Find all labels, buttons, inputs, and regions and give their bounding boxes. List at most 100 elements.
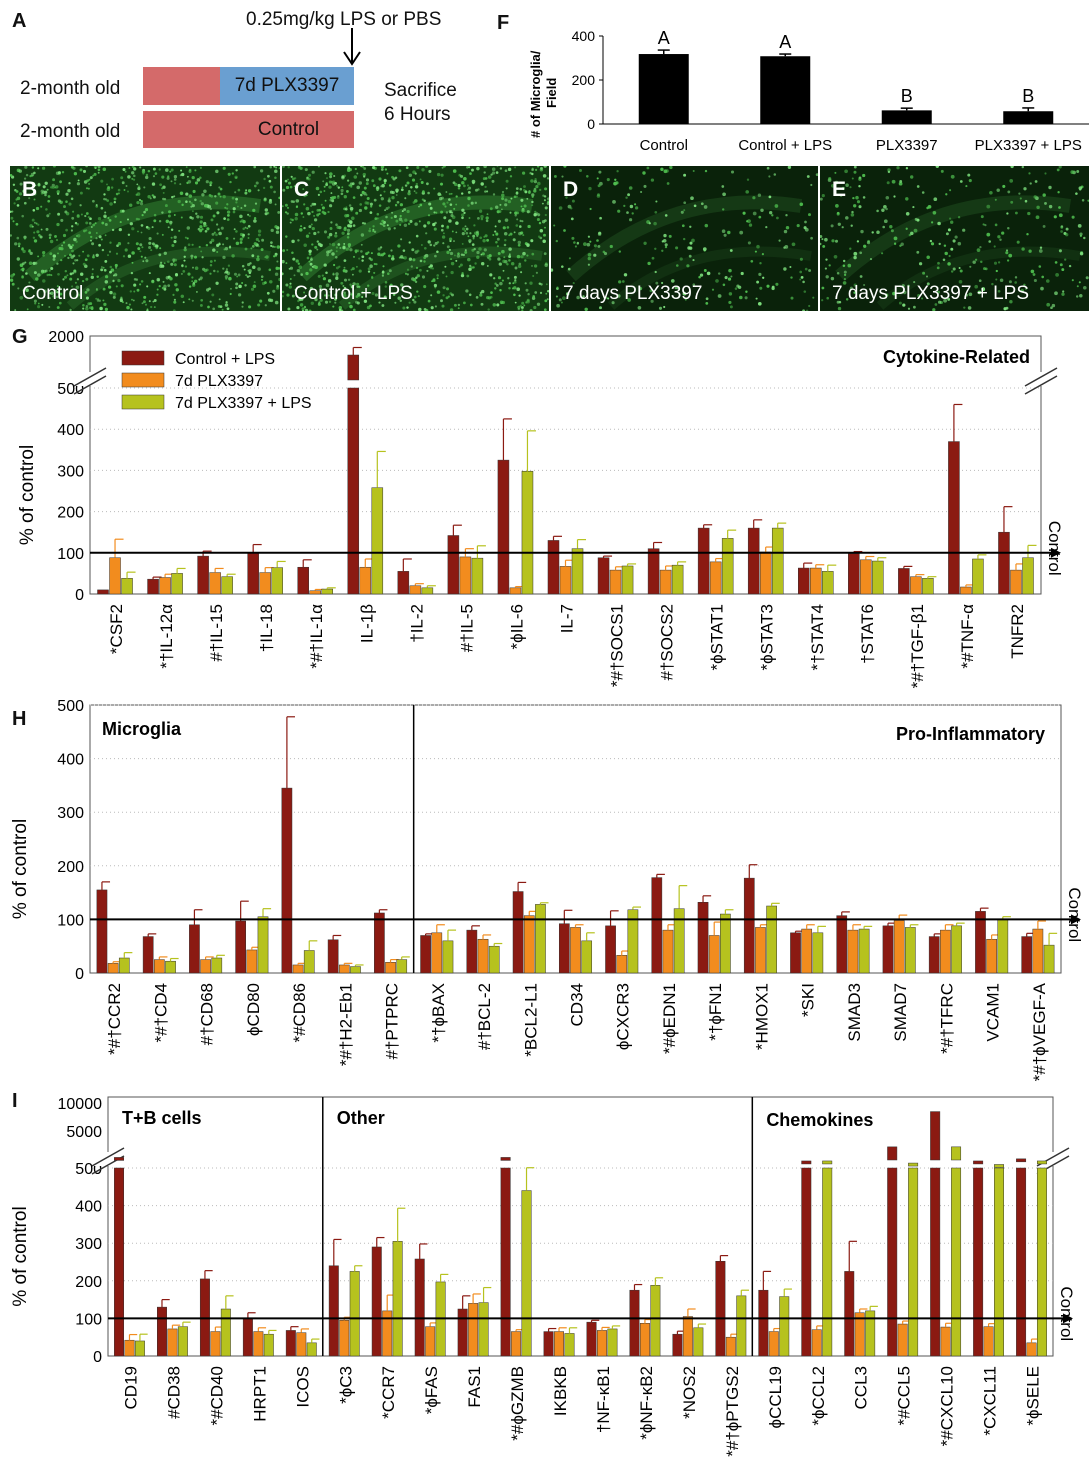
- cell-dot: [267, 174, 270, 178]
- cell-dot: [392, 293, 396, 296]
- cell-dot: [363, 167, 367, 170]
- section-title: Microglia: [102, 719, 182, 739]
- cell-dot: [316, 213, 320, 217]
- cell-dot: [433, 187, 436, 190]
- cell-dot: [423, 224, 427, 228]
- category-label: #†CD68: [198, 983, 217, 1045]
- cell-dot: [200, 250, 203, 253]
- image-letter: E: [832, 178, 847, 201]
- cell-dot: [408, 190, 411, 193]
- cell-dot: [366, 305, 371, 310]
- cell-dot: [456, 254, 461, 258]
- y-tick-label: 400: [57, 752, 84, 769]
- cell-dot: [509, 175, 513, 178]
- cell-dot: [993, 261, 998, 265]
- bar: [570, 927, 581, 974]
- image-caption: Control + LPS: [294, 283, 413, 304]
- cell-dot: [791, 242, 796, 247]
- cell-dot: [750, 259, 754, 263]
- cell-dot: [537, 181, 541, 186]
- cell-dot: [853, 170, 857, 174]
- cell-dot: [1005, 306, 1009, 310]
- cell-dot: [121, 209, 125, 213]
- cell-dot: [331, 242, 336, 247]
- cell-dot: [248, 275, 251, 278]
- cell-dot: [65, 228, 68, 232]
- cell-dot: [745, 290, 748, 293]
- cell-dot: [480, 182, 484, 186]
- cell-dot: [207, 204, 212, 209]
- cell-dot: [26, 308, 29, 311]
- cell-dot: [385, 207, 389, 211]
- cell-dot: [704, 223, 709, 228]
- cell-dot: [1014, 281, 1018, 284]
- cell-dot: [627, 193, 631, 197]
- cell-dot: [330, 180, 334, 184]
- cell-dot: [476, 166, 480, 171]
- cell-dot: [968, 179, 972, 183]
- cell-dot: [173, 195, 176, 198]
- cell-dot: [587, 235, 591, 238]
- category-label: †IL-2: [407, 604, 426, 643]
- cell-dot: [514, 166, 517, 169]
- cell-dot: [329, 198, 333, 202]
- cell-dot: [547, 197, 549, 201]
- cell-dot: [449, 203, 453, 206]
- cell-dot: [643, 184, 647, 188]
- cell-dot: [331, 252, 335, 256]
- cell-dot: [37, 223, 40, 226]
- cell-dot: [107, 254, 109, 257]
- cell-dot: [853, 204, 857, 208]
- cell-dot: [440, 228, 444, 232]
- bar: [865, 1310, 876, 1357]
- image-background: [282, 166, 549, 311]
- cell-dot: [483, 166, 487, 169]
- cell-dot: [248, 305, 252, 309]
- cell-dot: [302, 309, 304, 311]
- section-title: Chemokines: [766, 1110, 873, 1130]
- cell-dot: [531, 193, 535, 197]
- cell-dot: [113, 201, 116, 204]
- cell-dot: [167, 284, 171, 287]
- cell-dot: [556, 286, 559, 289]
- cell-dot: [980, 215, 984, 219]
- cell-dot: [63, 254, 67, 257]
- cell-dot: [91, 272, 94, 276]
- cell-dot: [329, 227, 333, 230]
- cell-dot: [1068, 264, 1072, 268]
- cell-dot: [79, 168, 83, 172]
- cell-dot: [231, 254, 235, 258]
- cell-dot: [463, 301, 466, 305]
- cell-dot: [400, 283, 404, 287]
- category-label: *#ϕEDN1: [660, 983, 679, 1054]
- cell-dot: [79, 191, 83, 195]
- cell-dot: [72, 254, 76, 258]
- cell-dot: [407, 222, 411, 226]
- bar: [97, 589, 109, 595]
- cell-dot: [1075, 295, 1079, 298]
- bar: [235, 920, 246, 974]
- bar: [581, 940, 593, 974]
- category-label: #†IL-15: [207, 604, 226, 662]
- axis-break-mark: [1036, 1147, 1070, 1167]
- cell-dot: [810, 236, 813, 240]
- cell-dot: [413, 190, 416, 193]
- cell-dot: [722, 208, 725, 211]
- cell-dot: [412, 170, 416, 174]
- cell-dot: [303, 194, 306, 198]
- cell-dot: [913, 228, 918, 233]
- cell-dot: [433, 244, 436, 247]
- cell-dot: [41, 166, 46, 170]
- cell-dot: [311, 170, 315, 174]
- cell-dot: [21, 247, 24, 250]
- cell-dot: [675, 246, 679, 250]
- cell-dot: [395, 219, 399, 223]
- cell-dot: [455, 195, 458, 198]
- cell-dot: [247, 213, 250, 216]
- cell-dot: [858, 177, 862, 181]
- cell-dot: [655, 200, 658, 203]
- cell-dot: [1038, 249, 1043, 253]
- cell-dot: [1045, 279, 1050, 283]
- cell-dot: [11, 282, 15, 286]
- cell-dot: [349, 283, 352, 286]
